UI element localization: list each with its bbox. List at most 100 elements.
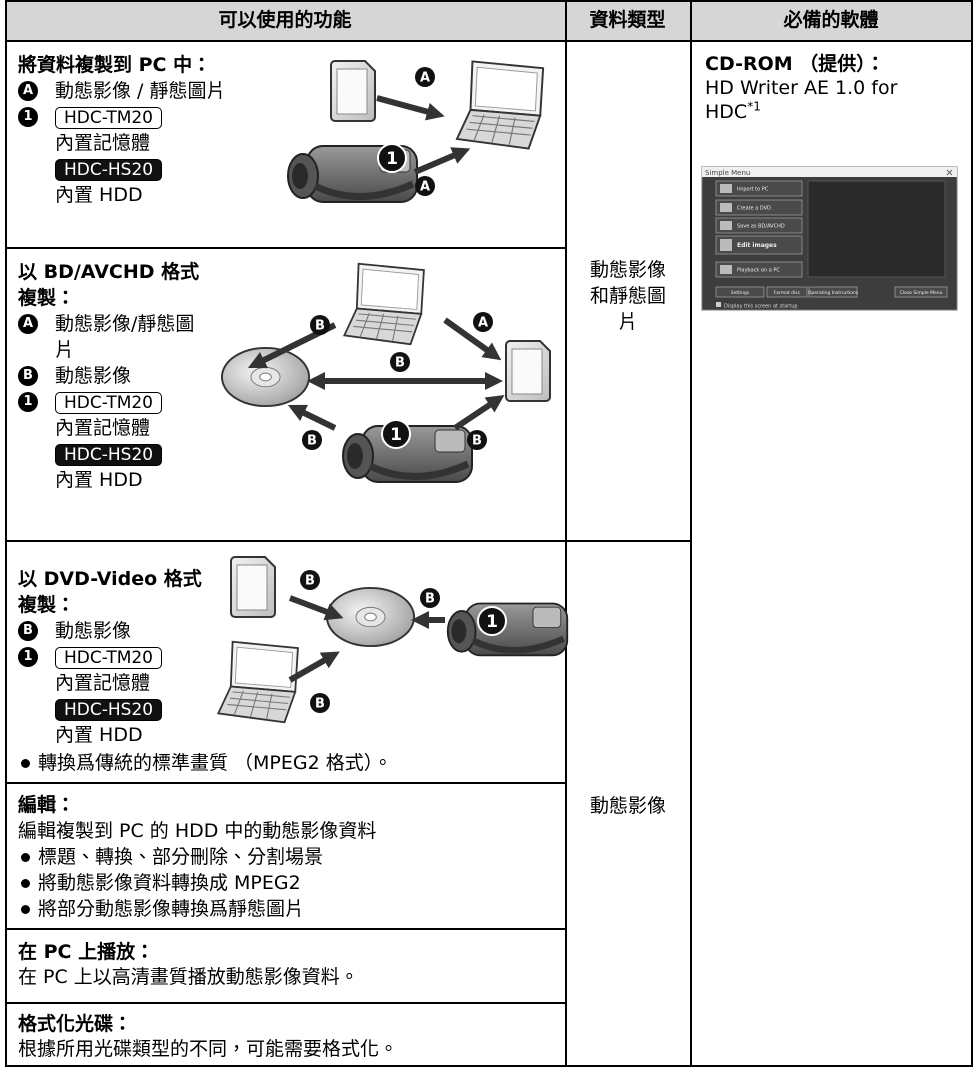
- model-badge: HDC-HS20: [55, 444, 163, 466]
- footer-button-label: Close Simple Menu: [900, 290, 943, 296]
- item: 1 HDC-TM20: [18, 644, 213, 670]
- item: HDC-HS20: [18, 696, 213, 722]
- item-text: 動態影像 / 靜態圖片: [55, 80, 226, 102]
- border: [5, 540, 690, 542]
- arrow: [453, 395, 505, 431]
- marker: 1: [18, 392, 38, 412]
- window-button: [715, 217, 803, 234]
- footer-button-label: Operating Instructions: [808, 290, 859, 296]
- feature-title: 以 DVD-Video 格式複製：: [18, 568, 202, 616]
- marker-label: A: [478, 316, 488, 331]
- feature-title: 格式化光碟：: [18, 1013, 133, 1035]
- window-button-label: Playback on a PC: [737, 268, 780, 274]
- button-icon: [720, 203, 732, 212]
- marker-circle: [381, 419, 411, 449]
- arrow: [287, 404, 337, 431]
- header-cell: 資料類型: [589, 9, 666, 31]
- marker-label: B: [305, 574, 315, 589]
- model-badge: HDC-TM20: [55, 107, 163, 129]
- footer-button: [766, 286, 808, 298]
- item-text: 內置記憶體: [55, 672, 151, 694]
- item-text: 內置記憶體: [55, 132, 151, 154]
- diagram: [217, 60, 567, 724]
- marker-circle: [473, 312, 493, 332]
- window-button: [715, 235, 803, 255]
- bullet: 標題、轉換、部分刪除、分割場景: [18, 844, 558, 870]
- model-badge: HDC-HS20: [55, 159, 163, 181]
- feature-format: 格式化光碟： 根據所用光碟類型的不同，可能需要格式化。: [18, 1012, 558, 1062]
- item-text: 動態影像/靜態圖片: [55, 313, 195, 361]
- border: [5, 1065, 972, 1067]
- marker-label: 1: [390, 425, 402, 445]
- marker: 1: [18, 107, 38, 127]
- footer-button: [894, 286, 948, 298]
- marker: A: [18, 314, 38, 334]
- item-text: 動態影像: [55, 620, 132, 642]
- feature-title: 編輯：: [18, 794, 76, 816]
- marker-label: B: [315, 319, 325, 334]
- marker-circle: [310, 693, 330, 713]
- button-icon: [720, 221, 732, 230]
- item: 1 HDC-TM20: [18, 389, 208, 415]
- feature-text: 在 PC 上以高清畫質播放動態影像資料。: [18, 966, 359, 988]
- border: [5, 928, 565, 930]
- marker-circle: [302, 430, 322, 450]
- border: [565, 0, 567, 1067]
- marker-circle: [300, 570, 320, 590]
- model-badge: HDC-TM20: [55, 647, 163, 669]
- item-text: 內置 HDD: [55, 184, 143, 206]
- software-window: Simple Menu Import to PC Create a DVD Save…: [701, 166, 958, 311]
- feature-copy-pc: 將資料複製到 PC 中： A 動態影像 / 靜態圖片 1 HDC-TM20 內置記憶…: [18, 52, 278, 208]
- item: B 動態影像: [18, 618, 213, 644]
- sd-card-icon: [505, 340, 551, 402]
- software: CD-ROM （提供）： HD Writer AE 1.0 for HDC*1: [705, 52, 925, 124]
- window-button: [715, 180, 803, 197]
- marker-circle: [477, 606, 507, 636]
- border: [5, 0, 7, 1067]
- item: HDC-HS20: [18, 156, 278, 182]
- item: A 動態影像 / 靜態圖片: [18, 78, 278, 104]
- bullet: 將動態影像資料轉換成 MPEG2: [18, 870, 558, 896]
- marker-label: 1: [386, 149, 398, 169]
- border: [5, 1002, 565, 1004]
- marker-circle: [415, 67, 435, 87]
- feature-text: 編輯複製到 PC 的 HDD 中的動態影像資料: [18, 820, 377, 842]
- bullet: 轉換爲傳統的標準畫質 （MPEG2 格式）。: [18, 750, 578, 776]
- marker-label: B: [425, 592, 435, 607]
- camera-icon: [448, 604, 567, 656]
- border: [5, 40, 972, 42]
- button-icon: [720, 265, 732, 274]
- border: [971, 0, 973, 1067]
- marker-circle: [310, 315, 330, 335]
- disc-icon: [325, 586, 416, 648]
- checkbox-label: Display this screen at startup: [724, 304, 798, 310]
- bullet: 將部分動態影像轉換爲靜態圖片: [18, 896, 558, 922]
- marker-circle: [420, 588, 440, 608]
- feature-bd: 以 BD/AVCHD 格式複製： A 動態影像/靜態圖片 B 動態影像 1 HDC-T…: [18, 259, 208, 493]
- feature-edit: 編輯： 編輯複製到 PC 的 HDD 中的動態影像資料 標題、轉換、部分刪除、分…: [18, 792, 558, 922]
- feature-title: 將資料複製到 PC 中：: [18, 54, 212, 76]
- feature-title: 以 BD/AVCHD 格式複製：: [18, 261, 200, 309]
- header-bg: [5, 0, 972, 40]
- marker-label: A: [420, 180, 430, 195]
- footer-button: [808, 286, 858, 298]
- arrow: [288, 595, 344, 621]
- data-type: 動態影像和靜態圖片: [589, 259, 666, 333]
- header-cell: 可以使用的功能: [218, 9, 352, 31]
- software-name: HD Writer AE 1.0 for HDC: [705, 77, 898, 123]
- window-title: Simple Menu: [705, 169, 750, 177]
- item: 1 HDC-TM20: [18, 104, 278, 130]
- footer-button: [715, 286, 765, 298]
- model-badge: HDC-HS20: [55, 699, 163, 721]
- arrow: [376, 95, 445, 121]
- window-button: [715, 199, 803, 216]
- diagram-markers: A A 1 B A B B 1 B B B 1 B: [300, 67, 507, 713]
- marker-label: B: [315, 697, 325, 712]
- laptop-icon: [455, 60, 545, 150]
- marker-circle: [377, 143, 407, 173]
- feature-title: 在 PC 上播放：: [18, 941, 155, 963]
- footer-button-label: Format disc: [774, 290, 801, 296]
- item: A 動態影像/靜態圖片: [18, 311, 208, 363]
- feature-dvd: 以 DVD-Video 格式複製： B 動態影像 1 HDC-TM20 內置記憶體 …: [18, 566, 213, 748]
